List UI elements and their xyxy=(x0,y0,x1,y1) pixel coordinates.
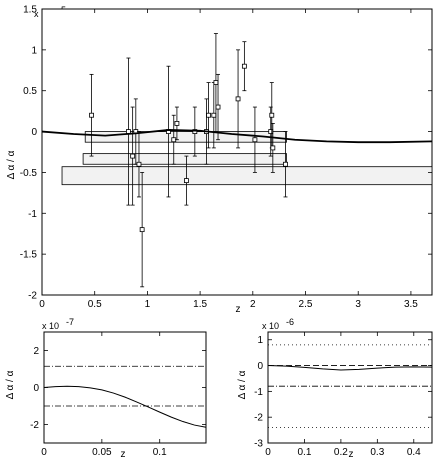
bl-y-exponent-base: x 10 xyxy=(42,321,59,331)
bl-y-axis-label: Δ α / α xyxy=(5,370,16,399)
br-y-tick-label: -1 xyxy=(254,387,263,398)
main-data-point-14 xyxy=(213,80,219,85)
main-y-tick-label: -0.5 xyxy=(20,168,38,179)
main-y-tick-label: -1.5 xyxy=(20,250,38,261)
main-constraint-band-1 xyxy=(82,153,287,165)
main-x-tick-label: 2 xyxy=(250,299,256,310)
main-y-tick-label: 1.5 xyxy=(23,5,37,16)
bl-x-axis-label: z xyxy=(121,449,126,460)
main-axes-frame xyxy=(41,8,433,296)
br-x-tick-label: 0.1 xyxy=(297,447,311,458)
br-y-tick-label: 0 xyxy=(257,361,263,372)
bl-y-tick-label: -2 xyxy=(30,420,39,431)
br-x-tick-label: 0.2 xyxy=(334,447,348,458)
main-data-point-9 xyxy=(184,178,189,184)
main-data-point-10 xyxy=(192,129,198,134)
main-data-point-8 xyxy=(174,121,180,126)
main-data-point-15 xyxy=(215,104,221,110)
main-x-tick-label: 0 xyxy=(39,299,45,310)
bl-y-tick-label: 2 xyxy=(33,346,39,357)
bl-x-tick-label: 0.1 xyxy=(153,447,167,458)
main-x-tick-label: 1 xyxy=(145,299,151,310)
main-y-tick-label: -2 xyxy=(28,291,37,302)
main-data-point-21 xyxy=(270,145,276,151)
main-constraint-band-2 xyxy=(61,166,433,186)
br-x-tick-label: 0 xyxy=(265,447,271,458)
main-constraint-band-0 xyxy=(84,131,287,143)
main-y-tick-label: 0 xyxy=(31,127,37,138)
main-data-point-13 xyxy=(211,112,217,118)
main-data-point-12 xyxy=(206,112,211,118)
main-x-tick-label: 3 xyxy=(355,299,361,310)
br-x-tick-label: 0.4 xyxy=(407,447,421,458)
br-y-exponent-base: x 10 xyxy=(262,321,279,331)
br-y-tick-label: -2 xyxy=(254,413,263,424)
main-x-tick-label: 1.5 xyxy=(193,299,207,310)
main-data-point-16 xyxy=(235,96,241,102)
bottom-left-plot: x 10 -7 Δ α / α z 0 0.05 0.1 -2 0 2 xyxy=(5,317,207,460)
main-x-tick-label: 0.5 xyxy=(88,299,102,310)
main-y-tick-label: 0.5 xyxy=(23,86,37,97)
main-data-point-2 xyxy=(130,153,136,159)
bottom-right-plot: x 10 -6 Δ α / α z 0 0.1 0.2 0.3 0.4 -3 -2 -1 0 1 xyxy=(237,317,433,460)
br-y-tick-label: 1 xyxy=(257,335,263,346)
main-plot: x 10 -5 Δ α / α z 00.511.522.533.5-2-1.5… xyxy=(6,5,433,315)
main-x-axis-label: z xyxy=(236,304,241,315)
bl-model-curve xyxy=(43,385,207,428)
main-model-curve xyxy=(41,129,433,144)
main-data-point-4 xyxy=(136,161,142,167)
br-x-tick-label: 0.3 xyxy=(370,447,384,458)
main-data-point-22 xyxy=(283,161,288,167)
br-axes-frame xyxy=(267,331,433,444)
main-data-point-0 xyxy=(89,112,94,118)
br-y-exponent-power: -6 xyxy=(286,317,294,327)
br-y-tick-label: -3 xyxy=(254,439,263,450)
main-y-tick-label: -1 xyxy=(28,209,37,220)
br-y-axis-label: Δ α / α xyxy=(237,370,248,399)
main-data-point-18 xyxy=(252,137,258,143)
main-data-point-20 xyxy=(269,112,275,118)
br-model-curve xyxy=(267,365,433,371)
bl-axes-frame xyxy=(43,331,207,444)
main-data-point-5 xyxy=(139,227,145,233)
main-x-tick-label: 2.5 xyxy=(299,299,313,310)
bl-x-tick-label: 0 xyxy=(41,447,47,458)
main-y-tick-label: 1 xyxy=(31,45,37,56)
main-y-axis-label: Δ α / α xyxy=(6,150,17,179)
bl-y-tick-label: 0 xyxy=(33,383,39,394)
main-x-tick-label: 3.5 xyxy=(404,299,418,310)
br-x-axis-label: z xyxy=(349,449,354,460)
bl-y-exponent-power: -7 xyxy=(66,317,74,327)
main-data-point-17 xyxy=(241,63,247,69)
bl-x-tick-label: 0.05 xyxy=(92,447,112,458)
